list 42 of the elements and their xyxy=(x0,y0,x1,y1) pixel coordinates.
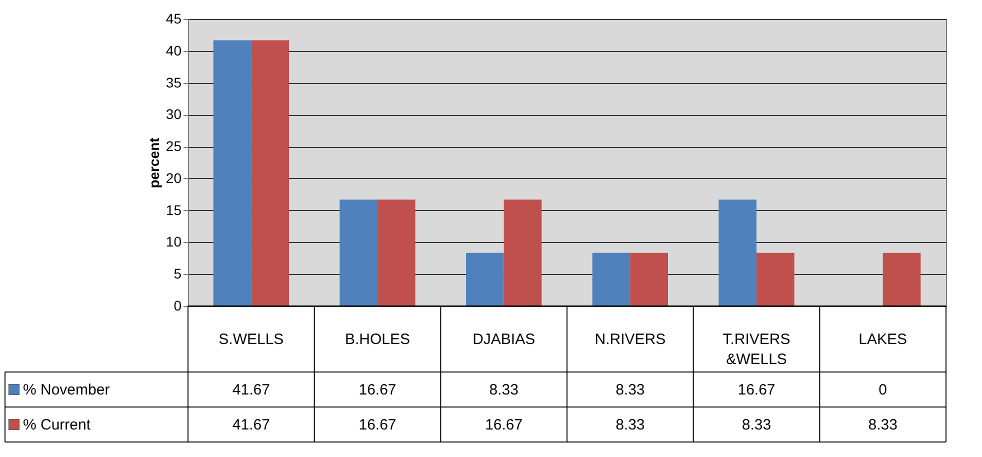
y-tick-label: 35 xyxy=(166,74,182,90)
bar xyxy=(718,200,756,306)
y-axis-title: percent xyxy=(146,137,162,188)
bar xyxy=(756,252,794,306)
data-label: 41.67 xyxy=(232,382,270,398)
data-label: 16.67 xyxy=(485,416,523,434)
y-tick-label: 10 xyxy=(166,234,182,250)
bar xyxy=(340,200,378,306)
data-label: 16.67 xyxy=(358,382,396,398)
data-label: 8.33 xyxy=(742,416,772,434)
data-label: 16.67 xyxy=(738,382,776,398)
x-tick-label: N.RIVERS xyxy=(594,331,666,348)
data-label: 8.33 xyxy=(489,382,518,398)
y-tick-label: 0 xyxy=(174,298,182,314)
y-tick-label: 30 xyxy=(166,106,182,122)
y-tick-label: 15 xyxy=(166,202,182,218)
bar xyxy=(378,200,416,306)
bar xyxy=(504,200,542,306)
y-tick-label: 25 xyxy=(166,138,182,154)
x-tick-label: LAKES xyxy=(858,331,908,348)
legend-label: % Current xyxy=(23,416,92,434)
bar xyxy=(466,252,504,306)
y-tick-label: 20 xyxy=(166,170,182,186)
x-tick-label: S.WELLS xyxy=(218,331,284,348)
data-label: 41.67 xyxy=(232,416,270,434)
x-tick-label: B.HOLES xyxy=(344,331,410,348)
bar xyxy=(630,252,668,306)
x-tick-label: DJABIAS xyxy=(472,331,536,348)
y-tick-label: 40 xyxy=(166,42,182,58)
y-tick-label: 45 xyxy=(166,10,182,26)
legend-label: % November xyxy=(23,382,110,398)
data-label: 8.33 xyxy=(868,416,898,434)
data-label: 8.33 xyxy=(616,416,645,434)
data-label: 8.33 xyxy=(616,382,645,398)
bar xyxy=(592,252,630,306)
data-label: 16.67 xyxy=(358,416,396,434)
y-tick-label: 5 xyxy=(174,266,182,282)
bar xyxy=(251,40,289,306)
data-label: 0 xyxy=(878,382,888,398)
bar xyxy=(213,40,252,306)
bar xyxy=(882,252,921,306)
x-tick-label: T.RIVERS &WELLS xyxy=(722,331,790,368)
